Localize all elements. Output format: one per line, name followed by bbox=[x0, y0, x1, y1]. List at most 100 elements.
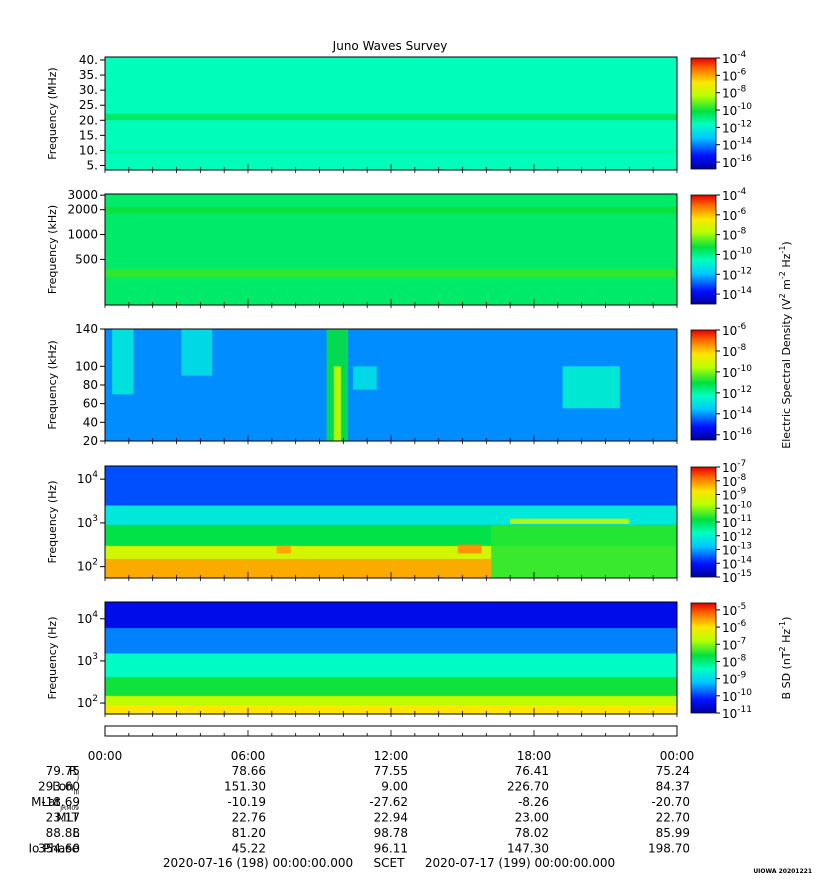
footer-end-time: 2020-07-17 (199) 00:00:00.000 bbox=[425, 856, 615, 870]
ephemeris-value: 45.22 bbox=[232, 842, 266, 856]
ephemeris-value: 81.20 bbox=[232, 826, 266, 840]
y-tick-label: 40 bbox=[83, 415, 98, 429]
ephemeris-value: 75.24 bbox=[656, 764, 690, 778]
colorbar-label: B SD (nT2 Hz-1) bbox=[778, 617, 793, 700]
ephemeris-value: -27.62 bbox=[369, 795, 408, 809]
colorbar-tick-label: 10-14 bbox=[722, 137, 752, 153]
spectrogram-band bbox=[105, 602, 677, 629]
spectrogram-feature bbox=[105, 558, 492, 578]
colorbar-tick-label: 10-8 bbox=[722, 227, 747, 243]
colorbar-tick-label: 10-15 bbox=[722, 569, 752, 585]
colorbar: 10-6 10-8 10-10 10-12 10-14 10-16 Electric Spe… bbox=[690, 241, 793, 449]
y-tick-label: 104 bbox=[77, 470, 98, 486]
ephemeris-value: 22.70 bbox=[656, 811, 690, 825]
colorbar-tick-label: 10-10 bbox=[722, 102, 752, 118]
colorbar: 10-4 10-6 10-8 10-10 10-12 10-14 bbox=[690, 187, 752, 305]
spectrogram-band bbox=[105, 113, 677, 121]
colorbar-tick-label: 10-16 bbox=[722, 154, 752, 170]
spectrogram-band bbox=[105, 653, 677, 678]
colorbar-tick-label: 10-11 bbox=[722, 514, 752, 530]
colorbar-tick-label: 10-14 bbox=[722, 406, 752, 422]
ephemeris-value: 77.55 bbox=[374, 764, 408, 778]
y-axis-label: Frequency (MHz) bbox=[46, 67, 59, 159]
spectrogram-feature bbox=[510, 518, 630, 524]
colorbar-tick-label: 10-10 bbox=[722, 246, 752, 262]
ephemeris-value: 88.88 bbox=[46, 826, 80, 840]
spectrogram-feature bbox=[562, 366, 620, 409]
ephemeris-value: -8.26 bbox=[518, 795, 549, 809]
y-axis-label: Frequency (kHz) bbox=[46, 205, 59, 294]
y-tick-label: 80 bbox=[83, 378, 98, 392]
y-tick-label: 100 bbox=[75, 359, 98, 373]
ephemeris-value: 22.94 bbox=[374, 811, 408, 825]
colorbar-tick-label: 10-14 bbox=[722, 286, 752, 302]
colorbar-scale bbox=[690, 194, 717, 305]
chart-title: Juno Waves Survey bbox=[332, 39, 448, 53]
y-tick-label: 500 bbox=[75, 252, 98, 266]
y-tick-label: 15. bbox=[79, 128, 98, 142]
y-tick-label: 20. bbox=[79, 113, 98, 127]
y-tick-label: 102 bbox=[77, 694, 98, 710]
colorbar-tick-label: 10-6 bbox=[722, 67, 747, 83]
colorbar-tick-label: 10-6 bbox=[722, 207, 747, 223]
spectrogram-band bbox=[105, 269, 677, 278]
colorbar-tick-label: 10-6 bbox=[722, 619, 747, 635]
y-axis-label: Frequency (Hz) bbox=[46, 617, 59, 700]
colorbar-tick-label: 10-8 bbox=[722, 653, 747, 669]
y-tick-label: 103 bbox=[77, 652, 98, 668]
time-tick-label: 18:00 bbox=[517, 749, 552, 763]
ephemeris-value: -20.70 bbox=[651, 795, 690, 809]
y-tick-label: 20 bbox=[83, 434, 98, 448]
y-tick-label: 104 bbox=[77, 610, 98, 626]
ephemeris-value: 198.70 bbox=[648, 842, 690, 856]
colorbar-tick-label: 10-16 bbox=[722, 427, 752, 443]
colorbar-tick-label: 10-9 bbox=[722, 671, 747, 687]
ephemeris-row-label: Io Phase bbox=[28, 842, 79, 856]
y-tick-label: 35. bbox=[79, 68, 98, 82]
y-tick-label: 10. bbox=[79, 143, 98, 157]
ephemeris-value: -10.19 bbox=[227, 795, 266, 809]
spectrogram-feature bbox=[333, 366, 341, 441]
y-axis-label: Frequency (Hz) bbox=[46, 481, 59, 564]
colorbar-tick-label: 10-12 bbox=[722, 385, 752, 401]
spectrogram-band bbox=[105, 150, 677, 154]
ephemeris-value: 78.66 bbox=[232, 764, 266, 778]
spectrogram-panel-1: 40.35.30.25.20.15.10.5. Frequency (MHz) 10… bbox=[46, 50, 752, 173]
colorbar-tick-label: 10-12 bbox=[722, 528, 752, 544]
ephemeris-row-label: LonIII bbox=[52, 780, 79, 797]
time-tick-label: 12:00 bbox=[374, 749, 409, 763]
footer-scet-label: SCET bbox=[374, 856, 406, 870]
time-axis: 00:00 06:00 12:00 18:00 00:00 bbox=[88, 725, 695, 763]
ephemeris-value: 226.70 bbox=[507, 780, 549, 794]
colorbar: 10-710-810-910-1010-1110-1210-1310-1410-… bbox=[690, 459, 752, 585]
colorbar-scale bbox=[690, 329, 717, 441]
colorbar-tick-label: 10-11 bbox=[722, 705, 752, 721]
ephemeris-value: 78.02 bbox=[515, 826, 549, 840]
y-tick-label: 5. bbox=[87, 158, 98, 172]
ephemeris-value: 76.41 bbox=[515, 764, 549, 778]
y-tick-label: 2000 bbox=[67, 203, 98, 217]
time-tick-label: 00:00 bbox=[660, 749, 695, 763]
ephemeris-value: 96.11 bbox=[374, 842, 408, 856]
colorbar-tick-label: 10-5 bbox=[722, 602, 746, 618]
colorbar-tick-label: 10-10 bbox=[722, 364, 752, 380]
ephemeris-row-label: L bbox=[72, 826, 79, 840]
ephemeris-value: 9.00 bbox=[381, 780, 408, 794]
colorbar-tick-label: 10-4 bbox=[722, 50, 747, 66]
colorbar-tick-label: 10-10 bbox=[722, 688, 752, 704]
colorbar-tick-label: 10-9 bbox=[722, 487, 747, 503]
colorbar-tick-label: 10-14 bbox=[722, 555, 752, 571]
ephemeris-value: 84.37 bbox=[656, 780, 690, 794]
ephemeris-value: 354.60 bbox=[38, 842, 80, 856]
y-tick-label: 60 bbox=[83, 397, 98, 411]
y-tick-label: 102 bbox=[77, 558, 98, 574]
time-tick-label: 06:00 bbox=[231, 749, 266, 763]
colorbar-scale bbox=[690, 57, 717, 170]
colorbar-scale bbox=[690, 466, 717, 578]
time-tick-label: 00:00 bbox=[88, 749, 123, 763]
ephemeris-value: 23.00 bbox=[515, 811, 549, 825]
spectrogram-feature bbox=[181, 329, 213, 376]
